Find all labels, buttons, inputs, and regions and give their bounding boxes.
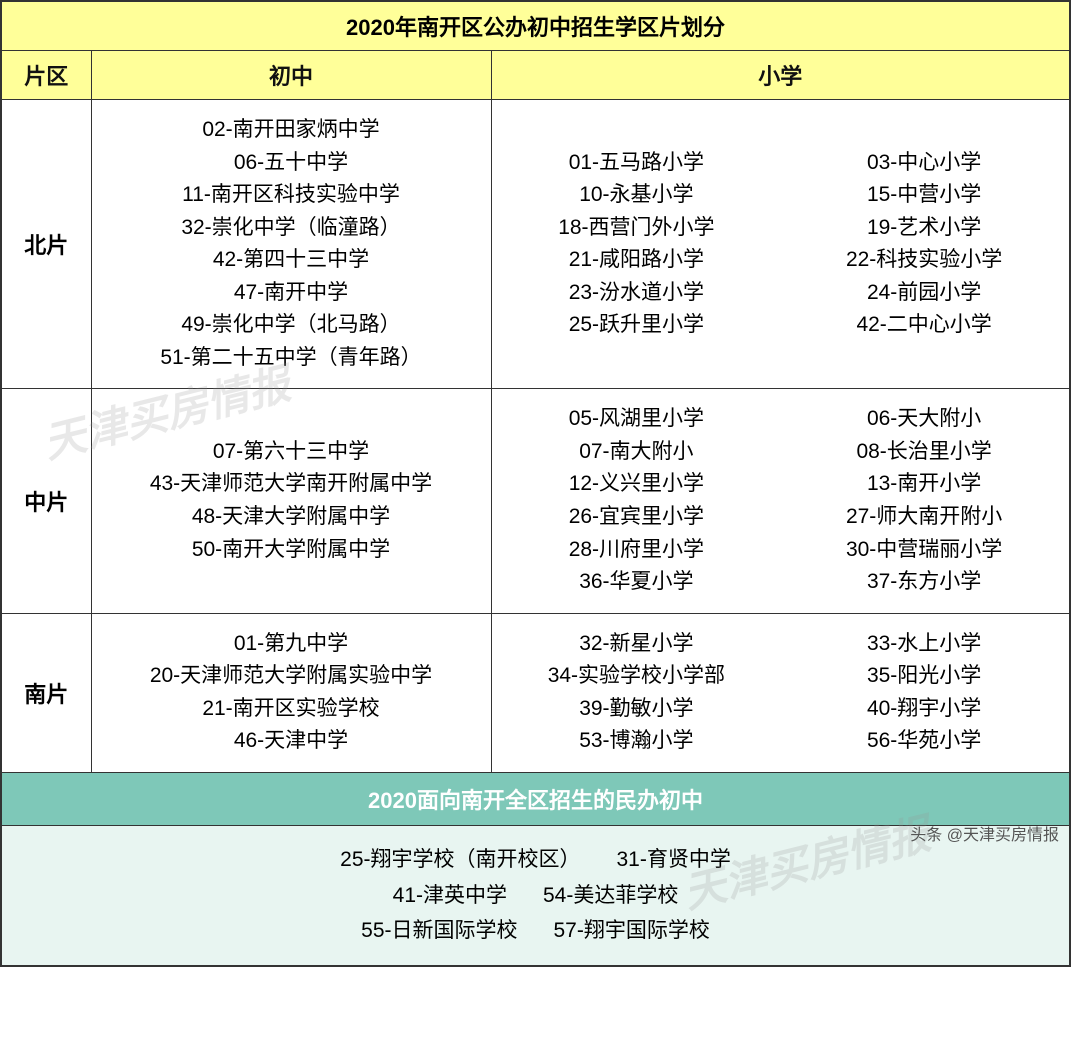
zone-name: 中片 — [1, 389, 91, 613]
private-school-item: 54-美达菲学校 — [543, 878, 678, 914]
primary-school-item: 39-勤敏小学 — [502, 693, 772, 726]
primary-school-item: 32-新星小学 — [502, 628, 772, 661]
middle-school-item: 21-南开区实验学校 — [98, 693, 485, 726]
middle-school-item: 46-天津中学 — [98, 725, 485, 758]
primary-school-item: 33-水上小学 — [789, 628, 1059, 661]
primary-school-item: 13-南开小学 — [789, 468, 1059, 501]
primary-school-item: 35-阳光小学 — [789, 660, 1059, 693]
private-school-item: 41-津英中学 — [393, 878, 507, 914]
primary-school-item: 01-五马路小学 — [502, 147, 772, 180]
private-section-title-row: 2020面向南开全区招生的民办初中 — [1, 772, 1070, 825]
middle-schools-cell: 02-南开田家炳中学06-五十中学11-南开区科技实验中学32-崇化中学（临潼路… — [91, 100, 491, 389]
zone-name: 北片 — [1, 100, 91, 389]
middle-school-item: 11-南开区科技实验中学 — [98, 179, 485, 212]
middle-schools-cell: 01-第九中学20-天津师范大学附属实验中学21-南开区实验学校46-天津中学 — [91, 613, 491, 772]
middle-school-item: 49-崇化中学（北马路） — [98, 309, 485, 342]
primary-school-item: 40-翔宇小学 — [789, 693, 1059, 726]
primary-school-item: 10-永基小学 — [502, 179, 772, 212]
middle-school-item: 06-五十中学 — [98, 147, 485, 180]
primary-schools-cell: 05-风湖里小学 06-天大附小 07-南大附小 08-长治里小学 12-义兴里小学 13… — [491, 389, 1070, 613]
primary-school-item: 22-科技实验小学 — [789, 244, 1059, 277]
primary-school-item: 18-西营门外小学 — [502, 212, 772, 245]
middle-school-item: 51-第二十五中学（青年路） — [98, 342, 485, 375]
header-row: 片区 初中 小学 — [1, 51, 1070, 100]
table-title: 2020年南开区公办初中招生学区片划分 — [1, 1, 1070, 51]
primary-schools-cell: 32-新星小学 33-水上小学 34-实验学校小学部 35-阳光小学 39-勤敏小学 40… — [491, 613, 1070, 772]
private-school-item: 25-翔宇学校（南开校区） — [340, 842, 580, 878]
middle-school-item: 48-天津大学附属中学 — [98, 501, 485, 534]
private-school-item: 57-翔宇国际学校 — [554, 913, 710, 949]
middle-school-item: 20-天津师范大学附属实验中学 — [98, 660, 485, 693]
primary-school-item: 23-汾水道小学 — [502, 277, 772, 310]
private-schools-row: 25-翔宇学校（南开校区） 31-育贤中学 41-津英中学 54-美达菲学校 55-日新… — [1, 825, 1070, 966]
primary-school-item: 36-华夏小学 — [502, 566, 772, 599]
private-schools-cell: 25-翔宇学校（南开校区） 31-育贤中学 41-津英中学 54-美达菲学校 55-日新… — [1, 825, 1070, 966]
middle-school-item: 42-第四十三中学 — [98, 244, 485, 277]
primary-school-item: 25-跃升里小学 — [502, 309, 772, 342]
middle-school-item: 50-南开大学附属中学 — [98, 534, 485, 567]
title-row: 2020年南开区公办初中招生学区片划分 — [1, 1, 1070, 51]
private-school-item: 31-育贤中学 — [617, 842, 731, 878]
primary-school-item: 19-艺术小学 — [789, 212, 1059, 245]
private-section-title: 2020面向南开全区招生的民办初中 — [1, 772, 1070, 825]
primary-school-item: 56-华苑小学 — [789, 725, 1059, 758]
credit-text: 头条 @天津买房情报 — [910, 821, 1059, 845]
primary-school-item: 30-中营瑞丽小学 — [789, 534, 1059, 567]
primary-school-item: 53-博瀚小学 — [502, 725, 772, 758]
private-school-item: 55-日新国际学校 — [361, 913, 517, 949]
middle-school-item: 02-南开田家炳中学 — [98, 114, 485, 147]
middle-schools-cell: 07-第六十三中学43-天津师范大学南开附属中学48-天津大学附属中学50-南开… — [91, 389, 491, 613]
zone-row: 南片01-第九中学20-天津师范大学附属实验中学21-南开区实验学校46-天津中… — [1, 613, 1070, 772]
middle-school-item: 47-南开中学 — [98, 277, 485, 310]
zone-row: 北片02-南开田家炳中学06-五十中学11-南开区科技实验中学32-崇化中学（临… — [1, 100, 1070, 389]
primary-school-item: 21-咸阳路小学 — [502, 244, 772, 277]
primary-school-item: 26-宜宾里小学 — [502, 501, 772, 534]
primary-school-item: 34-实验学校小学部 — [502, 660, 772, 693]
header-zone: 片区 — [1, 51, 91, 100]
primary-school-item: 12-义兴里小学 — [502, 468, 772, 501]
primary-school-item: 08-长治里小学 — [789, 436, 1059, 469]
middle-school-item: 43-天津师范大学南开附属中学 — [98, 468, 485, 501]
primary-school-item: 15-中营小学 — [789, 179, 1059, 212]
zone-name: 南片 — [1, 613, 91, 772]
primary-school-item: 24-前园小学 — [789, 277, 1059, 310]
primary-school-item: 42-二中心小学 — [789, 309, 1059, 342]
header-primary: 小学 — [491, 51, 1070, 100]
primary-school-item: 27-师大南开附小 — [789, 501, 1059, 534]
primary-school-item: 28-川府里小学 — [502, 534, 772, 567]
middle-school-item: 32-崇化中学（临潼路） — [98, 212, 485, 245]
primary-schools-cell: 01-五马路小学 03-中心小学 10-永基小学 15-中营小学 18-西营门外小学 19… — [491, 100, 1070, 389]
header-middle: 初中 — [91, 51, 491, 100]
primary-school-item: 07-南大附小 — [502, 436, 772, 469]
middle-school-item: 01-第九中学 — [98, 628, 485, 661]
primary-school-item: 06-天大附小 — [789, 403, 1059, 436]
middle-school-item: 07-第六十三中学 — [98, 436, 485, 469]
primary-school-item: 37-东方小学 — [789, 566, 1059, 599]
zone-row: 中片07-第六十三中学43-天津师范大学南开附属中学48-天津大学附属中学50-… — [1, 389, 1070, 613]
primary-school-item: 03-中心小学 — [789, 147, 1059, 180]
primary-school-item: 05-风湖里小学 — [502, 403, 772, 436]
